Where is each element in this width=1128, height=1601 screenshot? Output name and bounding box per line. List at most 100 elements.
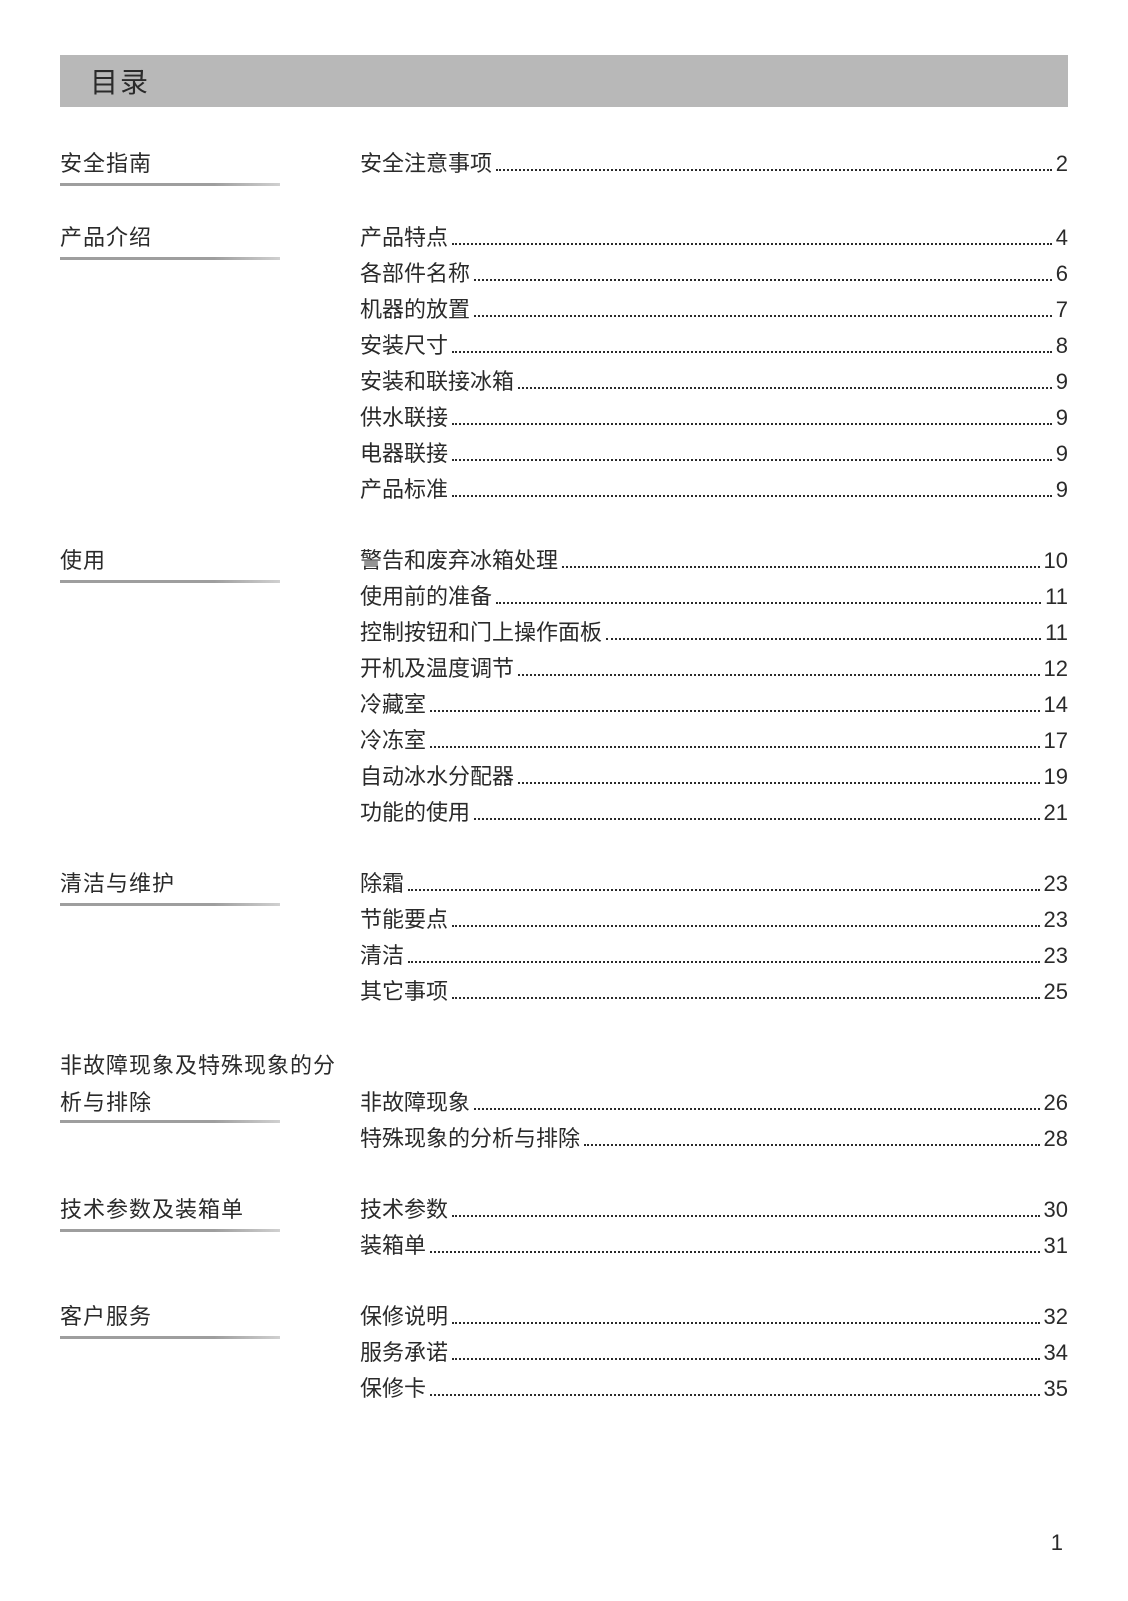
entry-dots	[452, 925, 1040, 927]
toc-entry: 各部件名称6	[360, 257, 1068, 290]
entries-column: 产品特点4各部件名称6机器的放置7安装尺寸8安装和联接冰箱9供水联接9电器联接9…	[360, 221, 1068, 509]
section-title-column: 安全指南	[60, 147, 360, 186]
entry-dots	[474, 315, 1052, 317]
entry-label: 冷藏室	[360, 688, 426, 721]
entry-dots	[496, 169, 1052, 171]
entry-page: 2	[1056, 147, 1068, 180]
entry-dots	[452, 997, 1040, 999]
entry-page: 21	[1044, 796, 1068, 829]
entry-page: 14	[1044, 688, 1068, 721]
entry-dots	[430, 1394, 1040, 1396]
toc-section: 客户服务保修说明 32服务承诺34保修卡 35	[60, 1300, 1068, 1408]
toc-entry: 产品特点4	[360, 221, 1068, 254]
entry-label: 警告和废弃冰箱处理	[360, 544, 558, 577]
entry-label: 机器的放置	[360, 293, 470, 326]
entry-label: 保修卡	[360, 1372, 426, 1405]
entry-page: 8	[1056, 329, 1068, 362]
toc-entry: 自动冰水分配器 19	[360, 760, 1068, 793]
entry-dots	[452, 1358, 1040, 1360]
section-title-column: 清洁与维护	[60, 867, 360, 906]
entry-page: 9	[1056, 401, 1068, 434]
section-title-line1: 非故障现象及特殊现象的分	[60, 1046, 360, 1086]
entry-page: 28	[1044, 1122, 1068, 1155]
toc-entry: 清洁 23	[360, 939, 1068, 972]
toc-entry: 控制按钮和门上操作面板11	[360, 616, 1068, 649]
toc-entry: 服务承诺34	[360, 1336, 1068, 1369]
toc-entry: 技术参数 30	[360, 1193, 1068, 1226]
section-title: 客户服务	[60, 1300, 360, 1335]
section-underline	[60, 1336, 280, 1339]
page-number: 1	[1051, 1530, 1063, 1556]
entry-dots	[496, 602, 1041, 604]
entry-dots	[606, 638, 1041, 640]
section-title: 使用	[60, 544, 360, 579]
toc-entry: 机器的放置7	[360, 293, 1068, 326]
entry-dots	[452, 423, 1052, 425]
entry-dots	[408, 961, 1040, 963]
entry-dots	[430, 746, 1040, 748]
toc-entry: 使用前的准备11	[360, 580, 1068, 613]
entry-label: 自动冰水分配器	[360, 760, 514, 793]
page-container: 目录 安全指南安全注意事项2产品介绍产品特点4各部件名称6机器的放置7安装尺寸8…	[0, 0, 1128, 1498]
entries-column: 除霜23节能要点23清洁 23 其它事项 25	[360, 867, 1068, 1011]
entry-page: 10	[1044, 544, 1068, 577]
entry-page: 17	[1044, 724, 1068, 757]
entry-page: 4	[1056, 221, 1068, 254]
entry-page: 30	[1044, 1193, 1068, 1226]
section-underline	[60, 183, 280, 186]
entry-label: 安装和联接冰箱	[360, 365, 514, 398]
toc-entry: 安装和联接冰箱9	[360, 365, 1068, 398]
entries-column: 保修说明 32服务承诺34保修卡 35	[360, 1300, 1068, 1408]
toc-section: 使用警告和废弃冰箱处理10使用前的准备11控制按钮和门上操作面板11开机及温度调…	[60, 544, 1068, 832]
toc-section: 安全指南安全注意事项 2	[60, 147, 1068, 186]
entry-page: 23	[1044, 939, 1068, 972]
entry-page: 31	[1044, 1229, 1068, 1262]
entry-dots	[452, 459, 1052, 461]
entry-page: 25	[1044, 975, 1068, 1008]
entry-label: 电器联接	[360, 437, 448, 470]
section-underline	[60, 257, 280, 260]
section-underline	[60, 580, 280, 583]
entry-label: 清洁	[360, 939, 404, 972]
toc-entry: 保修卡 35	[360, 1372, 1068, 1405]
section-title-column: 客户服务	[60, 1300, 360, 1339]
section-title: 清洁与维护	[60, 867, 360, 902]
section-underline	[60, 1120, 280, 1123]
toc-entry: 警告和废弃冰箱处理 10	[360, 544, 1068, 577]
toc-entry: 功能的使用21	[360, 796, 1068, 829]
entry-page: 35	[1044, 1372, 1068, 1405]
toc-entry: 装箱单31	[360, 1229, 1068, 1262]
entry-dots	[518, 387, 1052, 389]
entry-dots	[452, 243, 1052, 245]
entry-page: 19	[1044, 760, 1068, 793]
entry-label: 安全注意事项	[360, 147, 492, 180]
section-title-column: 非故障现象及特殊现象的分析与排除	[60, 1046, 360, 1123]
entry-label: 保修说明	[360, 1300, 448, 1333]
entry-page: 9	[1056, 473, 1068, 506]
toc-entry: 非故障现象26	[360, 1086, 1068, 1119]
entry-label: 使用前的准备	[360, 580, 492, 613]
entries-column: 非故障现象26特殊现象的分析与排除 28	[360, 1046, 1068, 1158]
entry-label: 安装尺寸	[360, 329, 448, 362]
entry-label: 技术参数	[360, 1193, 448, 1226]
entry-label: 其它事项	[360, 975, 448, 1008]
entry-page: 26	[1044, 1086, 1068, 1119]
toc-entry: 电器联接9	[360, 437, 1068, 470]
toc-entry: 除霜23	[360, 867, 1068, 900]
entry-label: 特殊现象的分析与排除	[360, 1122, 580, 1155]
toc-entry: 冷藏室 14	[360, 688, 1068, 721]
toc-entry: 其它事项 25	[360, 975, 1068, 1008]
section-underline	[60, 903, 280, 906]
entry-label: 节能要点	[360, 903, 448, 936]
section-title-column: 使用	[60, 544, 360, 583]
entry-dots	[474, 279, 1052, 281]
toc-entry: 节能要点23	[360, 903, 1068, 936]
entries-column: 技术参数 30装箱单31	[360, 1193, 1068, 1265]
entry-label: 各部件名称	[360, 257, 470, 290]
entry-label: 产品标准	[360, 473, 448, 506]
section-title: 安全指南	[60, 147, 360, 182]
entry-page: 32	[1044, 1300, 1068, 1333]
entry-dots	[452, 351, 1052, 353]
entry-dots	[430, 1251, 1040, 1253]
entry-label: 冷冻室	[360, 724, 426, 757]
